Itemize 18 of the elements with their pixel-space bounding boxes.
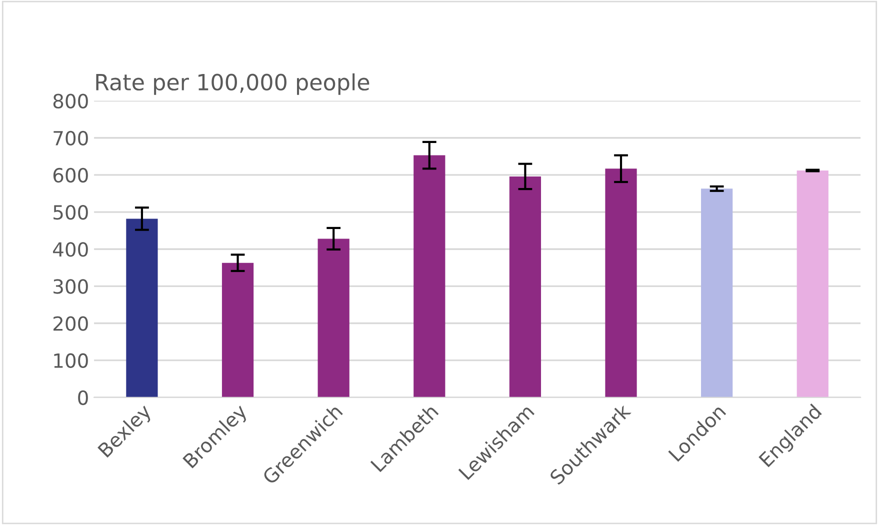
y-tick-label: 300 bbox=[54, 279, 88, 294]
y-tick-label: 700 bbox=[54, 130, 88, 146]
y-tick-label: 200 bbox=[54, 316, 88, 331]
bar bbox=[222, 262, 254, 398]
y-tick-label: 400 bbox=[53, 242, 88, 257]
y-axis-title: Rate per 100,000 people bbox=[96, 73, 370, 95]
bar bbox=[318, 238, 350, 398]
y-tick-label: 600 bbox=[53, 168, 88, 183]
bar bbox=[126, 218, 158, 398]
bar bbox=[796, 170, 828, 398]
bar bbox=[605, 168, 637, 398]
y-tick-label: 0 bbox=[78, 390, 88, 406]
y-tick-label: 500 bbox=[54, 204, 88, 220]
bar bbox=[414, 155, 446, 398]
y-tick-label: 800 bbox=[53, 94, 88, 108]
bar bbox=[701, 188, 733, 398]
bar bbox=[509, 176, 542, 398]
y-tick-label: 100 bbox=[54, 353, 88, 368]
